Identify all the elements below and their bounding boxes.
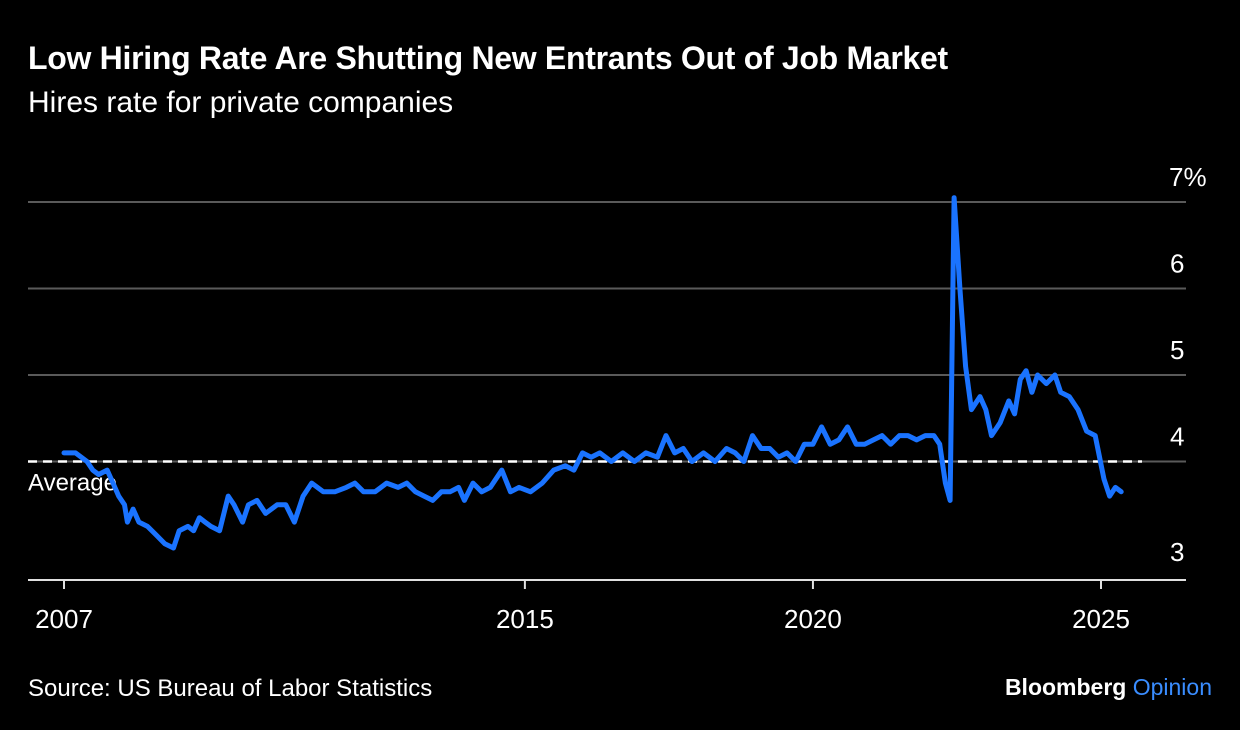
y-tick-label: 6 <box>1170 249 1184 279</box>
brand-name: Bloomberg <box>1004 674 1127 700</box>
average-reference: Average <box>28 460 1142 497</box>
x-tick-label: 2007 <box>35 604 93 634</box>
chart-title: Low Hiring Rate Are Shutting New Entrant… <box>28 40 948 76</box>
brand-section: Opinion <box>1132 674 1212 700</box>
x-axis <box>28 579 1186 589</box>
y-tick-label: 3 <box>1170 537 1184 567</box>
x-tick-label: 2015 <box>496 604 554 634</box>
series-line-0 <box>61 195 1124 551</box>
axis-labels: 3 4 5 6 7% 2007 2015 2020 2025 <box>35 162 1207 634</box>
source-note: Source: US Bureau of Labor Statistics <box>28 675 433 702</box>
y-tick-label: 7% <box>1169 162 1207 192</box>
chart-subtitle: Hires rate for private companies <box>28 86 454 119</box>
series-layer <box>61 195 1124 551</box>
x-tick-label: 2020 <box>784 604 842 634</box>
bloomberg-opinion-logo: Bloomberg Opinion <box>1005 674 1212 701</box>
y-tick-label: 5 <box>1170 335 1184 365</box>
y-tick-label: 4 <box>1170 422 1184 452</box>
gridlines <box>28 201 1186 463</box>
x-tick-label: 2025 <box>1072 604 1130 634</box>
